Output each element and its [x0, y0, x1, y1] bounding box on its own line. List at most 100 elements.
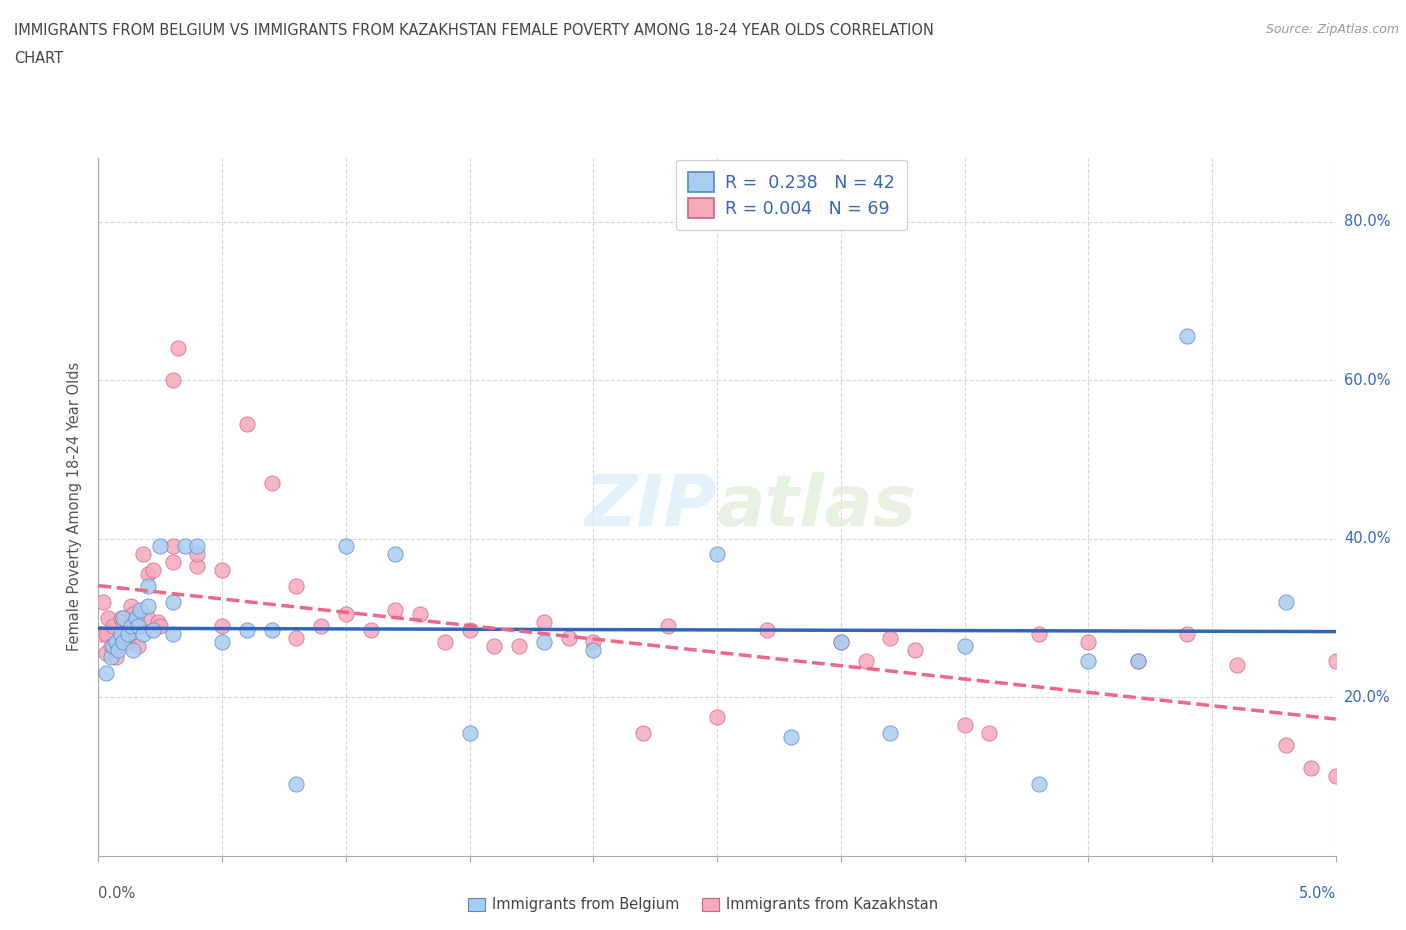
Point: [122, 606, 145, 621]
Point: [166, 341, 188, 356]
Point: [335, 606, 357, 621]
Point: [285, 777, 308, 791]
Point: [146, 615, 169, 630]
Point: [458, 725, 481, 740]
Point: [162, 373, 184, 388]
Point: [433, 634, 456, 649]
Text: 40.0%: 40.0%: [1344, 531, 1391, 546]
Text: ZIP: ZIP: [585, 472, 717, 541]
Point: [142, 563, 165, 578]
Point: [706, 547, 728, 562]
Point: [360, 622, 382, 637]
Point: [149, 539, 172, 554]
Point: [186, 547, 208, 562]
Point: [97, 610, 120, 625]
Point: [100, 650, 122, 665]
Point: [174, 539, 197, 554]
Point: [127, 618, 149, 633]
Point: [1175, 329, 1198, 344]
Point: [136, 599, 159, 614]
Point: [582, 634, 605, 649]
Point: [830, 634, 852, 649]
Text: 20.0%: 20.0%: [1344, 689, 1391, 705]
Text: Source: ZipAtlas.com: Source: ZipAtlas.com: [1265, 23, 1399, 36]
Point: [149, 618, 172, 633]
Point: [112, 631, 135, 645]
Point: [186, 559, 208, 574]
Point: [127, 638, 149, 653]
Point: [162, 626, 184, 641]
Point: [103, 638, 125, 653]
Point: [103, 618, 125, 633]
Text: 60.0%: 60.0%: [1344, 373, 1391, 388]
Point: [117, 626, 139, 641]
Point: [93, 594, 115, 609]
Point: [780, 729, 803, 744]
Point: [830, 634, 852, 649]
Point: [309, 618, 332, 633]
Point: [508, 638, 530, 653]
Point: [879, 631, 901, 645]
Point: [979, 725, 1001, 740]
Point: [112, 615, 135, 630]
Point: [124, 610, 146, 625]
Point: [112, 634, 135, 649]
Point: [285, 631, 308, 645]
Text: 5.0%: 5.0%: [1299, 886, 1336, 901]
Text: IMMIGRANTS FROM BELGIUM VS IMMIGRANTS FROM KAZAKHSTAN FEMALE POVERTY AMONG 18-24: IMMIGRANTS FROM BELGIUM VS IMMIGRANTS FR…: [14, 23, 934, 38]
Point: [211, 563, 233, 578]
Point: [162, 539, 184, 554]
Point: [879, 725, 901, 740]
Point: [1126, 654, 1149, 669]
Point: [1028, 777, 1050, 791]
Y-axis label: Female Poverty Among 18-24 Year Olds: Female Poverty Among 18-24 Year Olds: [67, 362, 83, 652]
Point: [631, 725, 654, 740]
Point: [384, 547, 406, 562]
Point: [1324, 769, 1347, 784]
Text: 80.0%: 80.0%: [1344, 214, 1391, 229]
Point: [904, 642, 927, 657]
Point: [112, 610, 135, 625]
Point: [90, 626, 112, 641]
Point: [186, 539, 208, 554]
Point: [557, 631, 579, 645]
Point: [110, 626, 132, 641]
Point: [236, 417, 259, 432]
Point: [107, 642, 129, 657]
Point: [484, 638, 506, 653]
Point: [110, 610, 132, 625]
Point: [657, 618, 679, 633]
Point: [211, 634, 233, 649]
Point: [1126, 654, 1149, 669]
Point: [335, 539, 357, 554]
Legend: R =  0.238   N = 42, R = 0.004   N = 69: R = 0.238 N = 42, R = 0.004 N = 69: [676, 160, 907, 231]
Point: [533, 634, 555, 649]
Text: CHART: CHART: [14, 51, 63, 66]
Point: [953, 638, 976, 653]
Point: [129, 618, 152, 633]
Point: [142, 622, 165, 637]
Point: [104, 634, 127, 649]
Point: [384, 603, 406, 618]
Point: [582, 642, 605, 657]
Text: 0.0%: 0.0%: [98, 886, 135, 901]
Point: [755, 622, 778, 637]
Point: [1175, 626, 1198, 641]
Point: [1324, 654, 1347, 669]
Point: [162, 594, 184, 609]
Point: [132, 626, 155, 641]
Point: [1226, 658, 1249, 672]
Point: [117, 634, 139, 649]
Point: [120, 618, 142, 633]
Point: [855, 654, 877, 669]
Point: [132, 547, 155, 562]
Point: [236, 622, 259, 637]
Point: [533, 615, 555, 630]
Point: [1275, 737, 1298, 752]
Text: atlas: atlas: [717, 472, 917, 541]
Point: [211, 618, 233, 633]
Point: [104, 650, 127, 665]
Point: [136, 566, 159, 581]
Point: [409, 606, 432, 621]
Point: [136, 610, 159, 625]
